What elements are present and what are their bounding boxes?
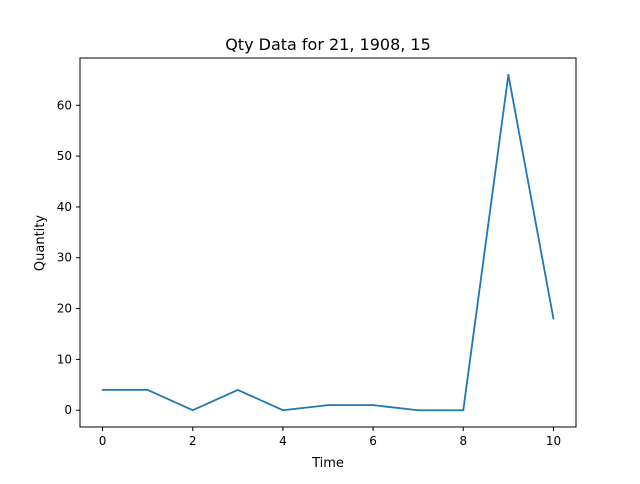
- plot-frame: [79, 57, 577, 428]
- y-tick-label: 0: [64, 403, 72, 417]
- x-tick-label: 6: [369, 434, 377, 448]
- y-tick-label: 50: [57, 149, 72, 163]
- x-tick-label: 4: [279, 434, 287, 448]
- data-point: [282, 409, 284, 412]
- x-axis-label: Time: [311, 456, 344, 471]
- data-point: [327, 404, 329, 407]
- series-layer: [101, 73, 555, 412]
- chart-title: Qty Data for 21, 1908, 15: [225, 35, 431, 54]
- data-point: [191, 409, 194, 412]
- x-tick-label: 2: [189, 434, 197, 448]
- y-tick-label: 10: [57, 352, 72, 366]
- data-point: [372, 404, 374, 407]
- data-point: [417, 409, 420, 412]
- axis-ticks: 0 2 4 6 8 10 0 10 20 30 40 50 60: [57, 98, 561, 448]
- x-tick-label: 0: [99, 434, 107, 448]
- y-tick-label: 60: [57, 98, 72, 112]
- y-tick-label: 40: [57, 200, 72, 214]
- data-point: [101, 388, 104, 391]
- data-point: [462, 409, 465, 412]
- y-tick-label: 20: [57, 302, 72, 316]
- data-point: [236, 388, 239, 391]
- data-point: [552, 317, 555, 320]
- y-axis-label: Quantity: [33, 215, 48, 271]
- data-point: [146, 388, 149, 391]
- x-tick-label: 8: [459, 434, 467, 448]
- x-tick-label: 10: [546, 434, 561, 448]
- series-line: [102, 73, 555, 412]
- y-tick-label: 30: [57, 251, 72, 265]
- data-point: [507, 73, 510, 76]
